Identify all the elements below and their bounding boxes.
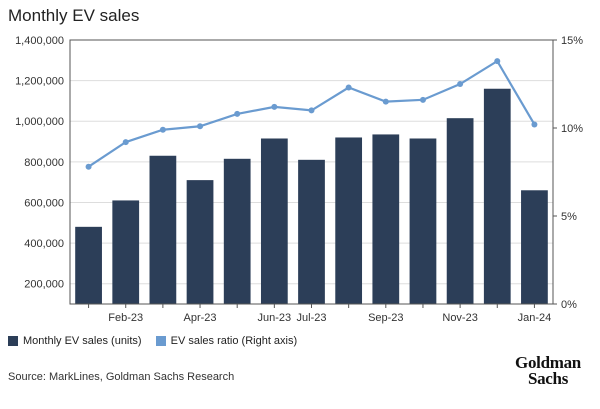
x-tick-label: Jun-23 [258, 312, 292, 324]
bar [75, 226, 102, 304]
y-left-tick-label: 1,000,000 [15, 116, 64, 128]
line-point [494, 58, 501, 65]
y-left-tick-label: 1,400,000 [15, 35, 64, 47]
bar [112, 200, 140, 304]
line-point [457, 81, 464, 87]
x-tick-label: Nov-23 [442, 312, 477, 324]
bar-series [75, 88, 548, 304]
line-point [382, 98, 389, 105]
bar [483, 88, 511, 304]
x-tick-label: Apr-23 [184, 312, 217, 324]
line-point [85, 163, 92, 170]
legend-item-line: EV sales ratio (Right axis) [155, 335, 298, 347]
line-point [308, 107, 315, 114]
y-right-tick-label: 0% [561, 299, 577, 311]
chart-title: Monthly EV sales [8, 6, 140, 25]
bar [409, 138, 437, 304]
bar [223, 158, 251, 304]
x-tick-label: Jan-24 [518, 312, 552, 324]
axes: 200,000 400,000 600,000 800,000 1,000,000 1,2… [15, 35, 583, 324]
source-note: Source: MarkLines, Goldman Sachs Researc… [8, 371, 235, 383]
bar [446, 118, 474, 304]
bar [260, 138, 288, 304]
bar [298, 159, 325, 304]
y-left-tick-label: 200,000 [24, 279, 64, 291]
y-left-tick-label: 800,000 [24, 157, 64, 169]
bar [372, 134, 400, 304]
line-point [531, 121, 538, 128]
x-tick-label: Sep-23 [368, 312, 403, 324]
legend-item-bar: Monthly EV sales (units) [8, 335, 142, 347]
logo-line-2: Sachs [527, 369, 569, 388]
y-left-tick-label: 1,200,000 [15, 76, 64, 88]
legend-swatch-bar [8, 336, 18, 346]
legend: Monthly EV sales (units) EV sales ratio … [8, 335, 311, 347]
goldman-sachs-logo: Goldman Sachs [508, 353, 588, 388]
y-right-tick-label: 5% [561, 211, 577, 223]
y-left-tick-label: 400,000 [24, 238, 64, 250]
legend-swatch-line [155, 336, 166, 346]
chart: 200,000 400,000 600,000 800,000 1,000,000 1,2… [15, 35, 583, 324]
bar [186, 180, 214, 304]
logo-line-1: Goldman [515, 353, 581, 372]
line-point [234, 110, 241, 117]
line-point [345, 84, 352, 91]
bar [335, 137, 363, 304]
line-series [85, 58, 538, 170]
line-point [419, 96, 426, 103]
line-point [197, 123, 204, 130]
y-right-tick-label: 15% [561, 35, 583, 47]
bar [149, 155, 177, 304]
y-left-tick-label: 600,000 [24, 197, 64, 209]
line-point [159, 126, 166, 133]
x-tick-label: Feb-23 [108, 312, 143, 324]
line-point [271, 103, 278, 110]
legend-label-bar: Monthly EV sales (units) [23, 335, 142, 347]
x-tick-label: Jul-23 [297, 312, 327, 324]
line-point [122, 139, 129, 146]
bar [521, 190, 548, 304]
y-right-tick-label: 10% [561, 123, 583, 135]
legend-label-line: EV sales ratio (Right axis) [170, 335, 298, 347]
